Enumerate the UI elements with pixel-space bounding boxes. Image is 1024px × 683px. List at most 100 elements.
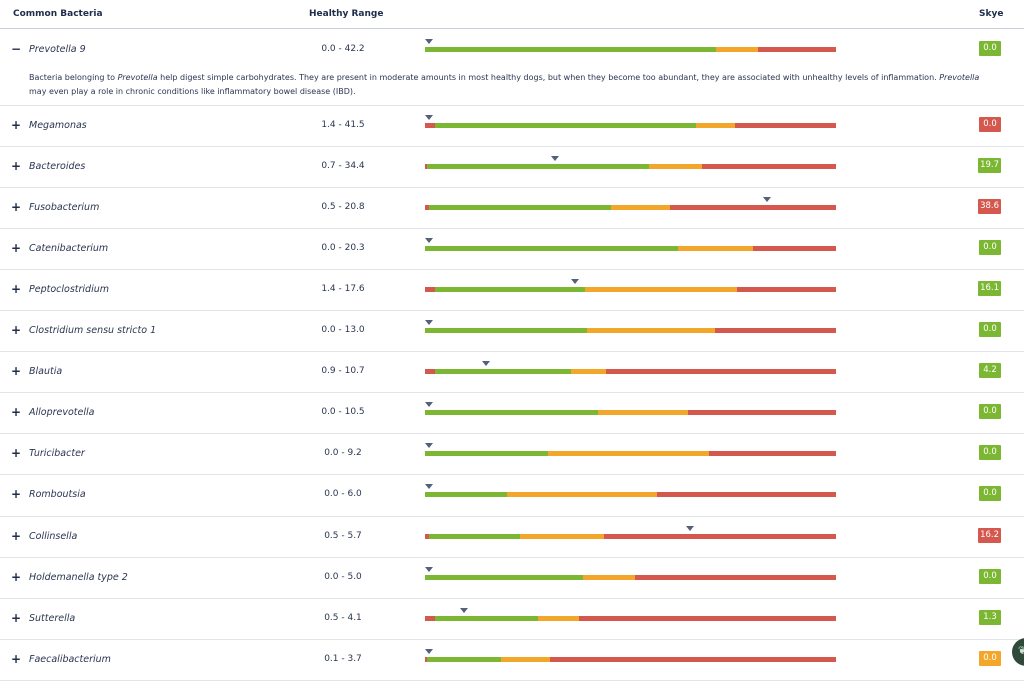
value-marker-icon xyxy=(481,361,490,366)
healthy-range-value: 0.0 - 10.5 xyxy=(321,407,365,417)
description-text: Bacteria belonging to xyxy=(29,73,118,82)
value-badge: 19.7 xyxy=(978,158,1001,173)
value-badge: 0.0 xyxy=(979,651,1001,666)
bar-high-segment xyxy=(708,451,836,456)
bar-borderline-segment xyxy=(570,369,606,374)
expand-icon[interactable]: + xyxy=(11,364,22,378)
bacteria-name[interactable]: Clostridium sensu stricto 1 xyxy=(29,325,157,336)
expand-icon[interactable]: + xyxy=(11,446,22,460)
description-text: help digest simple carbohydrates. They a… xyxy=(157,73,940,82)
genus-name-italic: Prevotella xyxy=(117,73,158,82)
table-row: + Faecalibacterium 0.1 - 3.7 0.0 xyxy=(0,639,1024,681)
range-bar xyxy=(425,451,836,456)
bar-borderline-segment xyxy=(583,575,635,580)
expand-icon[interactable]: + xyxy=(11,652,22,666)
expand-icon[interactable]: + xyxy=(11,118,22,132)
expand-icon[interactable]: + xyxy=(11,323,22,337)
bar-low-segment xyxy=(425,534,430,539)
value-badge: 0.0 xyxy=(979,240,1001,255)
table-row: + Alloprevotella 0.0 - 10.5 0.0 xyxy=(0,392,1024,434)
expand-icon[interactable]: + xyxy=(11,611,22,625)
value-badge: 0.0 xyxy=(979,569,1001,584)
expand-icon[interactable]: + xyxy=(11,200,22,214)
value-badge: 0.0 xyxy=(979,117,1001,132)
range-bar xyxy=(425,410,836,415)
bacteria-name[interactable]: Megamonas xyxy=(29,120,87,131)
healthy-range-value: 0.5 - 5.7 xyxy=(324,531,362,541)
bar-high-segment xyxy=(605,369,836,374)
healthy-range-value: 1.4 - 17.6 xyxy=(321,284,365,294)
bar-healthy-segment xyxy=(425,410,598,415)
bar-high-segment xyxy=(735,123,836,128)
healthy-range-value: 0.5 - 4.1 xyxy=(324,613,362,623)
table-row: + Megamonas 1.4 - 41.5 0.0 xyxy=(0,105,1024,147)
value-badge: 38.6 xyxy=(978,199,1001,214)
bar-borderline-segment xyxy=(648,164,703,169)
value-marker-icon xyxy=(425,238,434,243)
bacteria-name[interactable]: Prevotella 9 xyxy=(29,44,86,55)
table-row: + Sutterella 0.5 - 4.1 1.3 xyxy=(0,598,1024,640)
healthy-range-value: 1.4 - 41.5 xyxy=(321,120,365,130)
bar-healthy-segment xyxy=(435,616,539,621)
bar-low-segment xyxy=(425,287,436,292)
column-header-subject: Skye xyxy=(979,9,1004,19)
bar-borderline-segment xyxy=(696,123,736,128)
range-bar xyxy=(425,369,836,374)
bacteria-name[interactable]: Blautia xyxy=(29,366,63,377)
value-marker-icon xyxy=(425,443,434,448)
expand-icon[interactable]: + xyxy=(11,159,22,173)
bar-borderline-segment xyxy=(610,205,670,210)
value-marker-icon xyxy=(551,156,560,161)
column-header-bacteria: Common Bacteria xyxy=(13,9,103,19)
description-text: may even play a role in chronic conditio… xyxy=(29,86,356,96)
bacteria-name[interactable]: Sutterella xyxy=(29,613,76,624)
value-marker-icon xyxy=(686,526,695,531)
bar-high-segment xyxy=(669,205,836,210)
expand-icon[interactable]: + xyxy=(11,282,22,296)
table-row: + Clostridium sensu stricto 1 0.0 - 13.0 0.… xyxy=(0,310,1024,352)
value-marker-icon xyxy=(425,320,434,325)
bar-low-segment xyxy=(425,369,436,374)
bar-low-segment xyxy=(425,164,428,169)
table-row: + Holdemanella type 2 0.0 - 5.0 0.0 xyxy=(0,557,1024,599)
healthy-range-value: 0.0 - 13.0 xyxy=(321,325,365,335)
bacteria-name[interactable]: Peptoclostridium xyxy=(29,284,109,295)
expand-icon[interactable]: + xyxy=(11,241,22,255)
bar-borderline-segment xyxy=(585,287,738,292)
expand-icon[interactable]: + xyxy=(11,405,22,419)
expand-icon[interactable]: + xyxy=(11,570,22,584)
bar-healthy-segment xyxy=(425,328,588,333)
value-marker-icon xyxy=(425,567,434,572)
bacteria-name[interactable]: Catenibacterium xyxy=(29,243,109,254)
table-header: Common Bacteria Healthy Range Skye xyxy=(0,0,1024,29)
bar-healthy-segment xyxy=(434,123,697,128)
expand-icon[interactable]: + xyxy=(11,487,22,501)
bacteria-name[interactable]: Alloprevotella xyxy=(29,407,95,418)
bacteria-name[interactable]: Romboutsia xyxy=(29,489,86,500)
bar-low-segment xyxy=(425,657,427,662)
range-bar xyxy=(425,205,836,210)
bacteria-name[interactable]: Collinsella xyxy=(29,531,78,542)
bacteria-name[interactable]: Faecalibacterium xyxy=(29,654,111,665)
bar-high-segment xyxy=(634,575,836,580)
bacteria-name[interactable]: Bacteroides xyxy=(29,161,86,172)
value-marker-icon xyxy=(425,649,434,654)
healthy-range-value: 0.0 - 9.2 xyxy=(324,448,362,458)
bar-high-segment xyxy=(579,616,836,621)
value-marker-icon xyxy=(425,39,434,44)
collapse-icon[interactable]: − xyxy=(11,42,22,56)
table-row: + Collinsella 0.5 - 5.7 16.2 xyxy=(0,516,1024,558)
leaf-fab-button[interactable]: ❦ xyxy=(1012,638,1024,666)
bacteria-name[interactable]: Holdemanella type 2 xyxy=(29,572,128,583)
value-badge: 0.0 xyxy=(979,486,1001,501)
range-bar xyxy=(425,492,836,497)
range-bar xyxy=(425,123,836,128)
table-row: + Blautia 0.9 - 10.7 4.2 xyxy=(0,351,1024,393)
expand-icon[interactable]: + xyxy=(11,529,22,543)
bacteria-name[interactable]: Turicibacter xyxy=(29,448,85,459)
bar-high-segment xyxy=(603,534,836,539)
bacteria-name[interactable]: Fusobacterium xyxy=(29,202,100,213)
healthy-range-value: 0.1 - 3.7 xyxy=(324,654,362,664)
bar-high-segment xyxy=(688,410,836,415)
healthy-range-value: 0.5 - 20.8 xyxy=(321,202,365,212)
